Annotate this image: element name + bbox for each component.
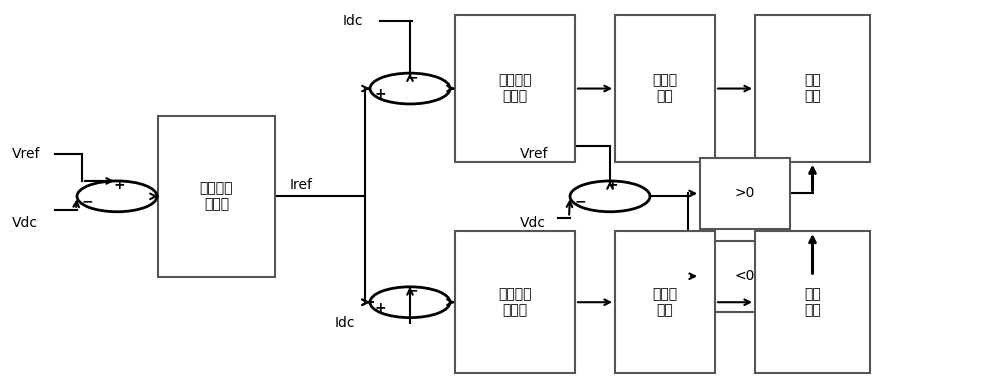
Text: 直流电流
控制器: 直流电流 控制器 [498, 287, 532, 317]
Text: 放电
脉冲: 放电 脉冲 [804, 74, 821, 104]
Text: 直流电流
控制器: 直流电流 控制器 [498, 74, 532, 104]
Bar [455, 15, 575, 162]
Text: <0: <0 [735, 269, 755, 283]
Text: Idc: Idc [343, 14, 364, 28]
Bar [700, 241, 790, 312]
Text: Iref: Iref [290, 178, 313, 192]
Text: Vref: Vref [520, 147, 548, 161]
Text: −: − [81, 195, 93, 209]
Text: +: + [374, 87, 386, 101]
Text: Vdc: Vdc [12, 216, 38, 230]
Text: −: − [574, 195, 586, 209]
Bar [158, 116, 275, 277]
Text: 占空比
调节: 占空比 调节 [652, 74, 678, 104]
Text: Vref: Vref [12, 147, 40, 161]
Text: −: − [406, 70, 418, 84]
Text: +: + [606, 178, 618, 192]
Bar [615, 15, 715, 162]
Text: 直流电压
控制器: 直流电压 控制器 [200, 181, 233, 211]
Bar [455, 231, 575, 373]
Text: >0: >0 [735, 186, 755, 201]
Bar [755, 15, 870, 162]
Bar [700, 158, 790, 229]
Text: 充电
脉冲: 充电 脉冲 [804, 287, 821, 317]
Text: −: − [406, 284, 418, 298]
Text: +: + [113, 178, 125, 192]
Text: +: + [374, 301, 386, 315]
Bar [615, 231, 715, 373]
Text: 占空比
调节: 占空比 调节 [652, 287, 678, 317]
Text: Vdc: Vdc [520, 216, 546, 230]
Text: Idc: Idc [335, 316, 356, 330]
Bar [755, 231, 870, 373]
